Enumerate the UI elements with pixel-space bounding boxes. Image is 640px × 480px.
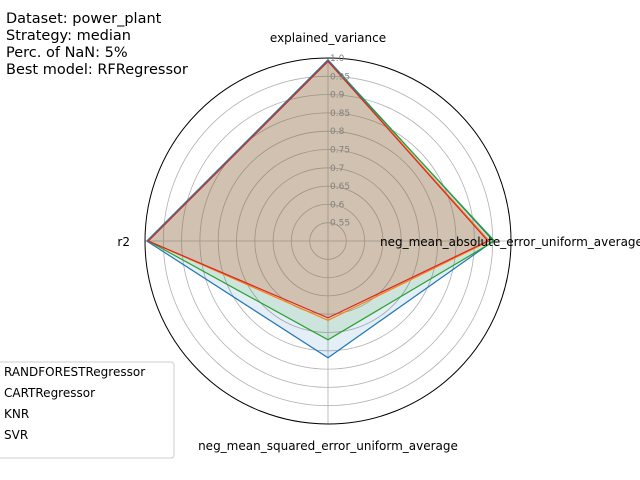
info-dataset: Dataset: power_plant xyxy=(6,11,162,27)
axis-label-neg-mean-squared-error: neg_mean_squared_error_uniform_average xyxy=(198,439,458,453)
tick-label: 0.9 xyxy=(330,91,345,101)
axis-labels: explained_variance neg_mean_absolute_err… xyxy=(117,31,640,453)
tick-label: 0.7 xyxy=(330,164,344,174)
radial-tick-labels: 0.55 0.6 0.65 0.7 0.75 0.8 0.85 0.9 0.95 1.0 xyxy=(330,54,350,229)
series-fill-svr xyxy=(148,61,488,318)
radar-outer-frame xyxy=(144,57,512,425)
axis-label-r2: r2 xyxy=(117,235,130,249)
legend-entry-knr: KNR xyxy=(4,407,29,421)
legend-frame xyxy=(0,361,175,459)
tick-label: 0.55 xyxy=(330,219,350,229)
radar-series xyxy=(145,58,496,359)
tick-label: 0.65 xyxy=(330,182,350,192)
series-fill-cartregressor xyxy=(148,61,490,321)
series-line-svr xyxy=(147,60,489,319)
series-fill-randforestregressor xyxy=(146,59,494,358)
tick-label: 0.85 xyxy=(330,109,350,119)
legend: RANDFORESTRegressor CARTRegressor KNR SV… xyxy=(0,361,175,459)
info-nan-percentage: Perc. of NaN: 5% xyxy=(6,45,128,61)
legend-entry-svr: SVR xyxy=(4,428,28,442)
tick-label: 0.6 xyxy=(330,200,345,210)
tick-label: 0.75 xyxy=(330,146,350,156)
info-strategy: Strategy: median xyxy=(6,28,131,44)
series-fill-knr xyxy=(148,61,495,340)
info-best-model: Best model: RFRegressor xyxy=(6,62,188,78)
tick-label: 1.0 xyxy=(330,54,345,64)
tick-label: 0.95 xyxy=(330,72,350,82)
legend-entry-cart: CARTRegressor xyxy=(4,386,95,400)
axis-label-explained-variance: explained_variance xyxy=(270,31,386,45)
tick-label: 0.8 xyxy=(330,127,345,137)
legend-entry-randforest: RANDFORESTRegressor xyxy=(4,365,145,379)
info-text: Dataset: power_plant Strategy: median Pe… xyxy=(6,11,188,78)
axis-label-neg-mean-absolute-error: neg_mean_absolute_error_uniform_average xyxy=(380,235,640,249)
